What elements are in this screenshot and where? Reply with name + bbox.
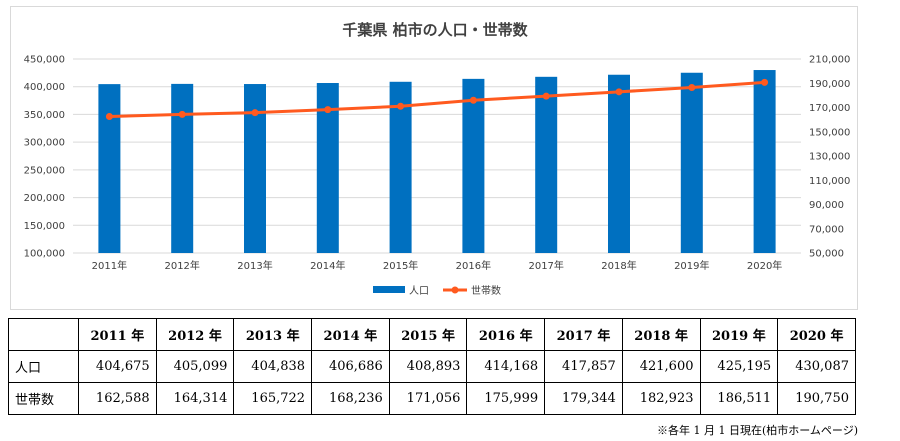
legend: 人口 世帯数 [373, 284, 501, 297]
footnote: ※各年 1 月 1 日現在(柏市ホームページ) [656, 424, 858, 437]
x-axis-ticks: 2011年 2012年 2013年 2014年 2015年 2016年 2017年 2018年… [92, 259, 783, 272]
x-tick-label: 2012年 [164, 259, 199, 272]
households-point [761, 78, 769, 86]
table-cell: 162,588 [78, 382, 157, 415]
left-tick-label: 200,000 [24, 193, 65, 204]
left-tick-label: 350,000 [24, 110, 65, 121]
table-cell: 430,087 [777, 350, 856, 383]
table-header-cell: 2014 年 [311, 318, 390, 351]
bar-population [753, 70, 776, 253]
x-tick-label: 2019年 [674, 259, 709, 272]
bars-population [98, 70, 776, 253]
legend-swatch-population [373, 286, 405, 293]
bar-population [535, 76, 558, 253]
right-tick-label: 70,000 [809, 224, 844, 235]
bar-population [98, 84, 121, 253]
table-header-cell: 2012 年 [155, 318, 235, 351]
table-header-cell: 2013 年 [233, 318, 313, 351]
table-header-cell: 2015 年 [388, 318, 468, 351]
households-point [688, 83, 696, 91]
table-header-cell: 2017 年 [544, 318, 623, 351]
households-point [397, 102, 405, 110]
left-tick-label: 400,000 [24, 82, 65, 93]
table-header-cell: 2019 年 [699, 318, 779, 351]
table-cell: 408,893 [388, 350, 468, 383]
table-cell: 171,056 [388, 382, 468, 415]
right-tick-label: 110,000 [809, 176, 850, 187]
table-cell: 190,750 [777, 382, 856, 415]
x-tick-label: 2015年 [383, 259, 418, 272]
x-tick-label: 2011年 [92, 259, 127, 272]
table-cell: 165,722 [233, 382, 313, 415]
left-tick-label: 100,000 [24, 249, 65, 260]
bar-population [680, 72, 703, 253]
households-line [109, 80, 765, 118]
x-tick-label: 2016年 [456, 259, 491, 272]
right-tick-label: 150,000 [809, 127, 850, 138]
legend-swatch-households-marker [451, 286, 459, 294]
line-households [105, 78, 769, 120]
bar-population [316, 83, 339, 253]
table-cell: 421,600 [621, 350, 701, 383]
table-cell: 179,344 [544, 382, 623, 415]
table-cell: 406,686 [311, 350, 390, 383]
households-point [178, 110, 186, 118]
households-point [105, 112, 113, 120]
right-tick-label: 50,000 [809, 249, 844, 260]
table-cell: 164,314 [155, 382, 235, 415]
legend-label-population: 人口 [409, 285, 429, 297]
table-cell: 414,168 [466, 350, 546, 383]
households-point [469, 96, 477, 104]
bar-population [462, 78, 485, 253]
right-tick-label: 170,000 [809, 103, 850, 114]
households-point [251, 109, 259, 117]
chart-frame: 千葉県 柏市の人口・世帯数 100,000 150,000 200,000 250,0… [10, 6, 858, 310]
row-label-population: 人口 [8, 350, 79, 383]
right-tick-label: 90,000 [809, 200, 844, 211]
left-tick-label: 450,000 [24, 55, 65, 66]
table-row-households: 世帯数 162,588 164,314 165,722 168,236 171,… [8, 382, 856, 415]
bar-population [171, 83, 194, 253]
right-tick-label: 130,000 [809, 152, 850, 163]
households-point [615, 88, 623, 96]
left-tick-label: 150,000 [24, 221, 65, 232]
table-row-population: 人口 404,675 405,099 404,838 406,686 408,8… [8, 350, 856, 383]
table-cell: 417,857 [544, 350, 623, 383]
x-tick-label: 2020年 [747, 259, 782, 272]
bar-population [608, 74, 630, 253]
table-header-cell: 2020 年 [777, 318, 856, 351]
right-tick-label: 210,000 [809, 55, 850, 66]
table-cell: 175,999 [466, 382, 546, 415]
chart-title: 千葉県 柏市の人口・世帯数 [342, 21, 528, 39]
data-table: 2011 年 2012 年 2013 年 2014 年 2015 年 2016 … [8, 318, 856, 415]
bar-population [389, 81, 412, 253]
table-header-cell: 2018 年 [621, 318, 701, 351]
table-cell: 405,099 [155, 350, 235, 383]
table-cell: 182,923 [621, 382, 701, 415]
table-cell: 168,236 [311, 382, 390, 415]
left-tick-label: 300,000 [24, 138, 65, 149]
legend-label-households: 世帯数 [471, 284, 501, 297]
table-header-cell: 2011 年 [78, 318, 157, 351]
left-tick-label: 250,000 [24, 165, 65, 176]
row-label-households: 世帯数 [8, 382, 79, 415]
x-tick-label: 2014年 [310, 259, 345, 272]
table-header-cell: 2016 年 [466, 318, 546, 351]
right-axis-ticks: 50,000 70,000 90,000 110,000 130,000 150,000 1… [809, 55, 850, 260]
households-point [542, 92, 550, 100]
x-tick-label: 2013年 [237, 259, 272, 272]
table-cell: 186,511 [699, 382, 779, 415]
bar-population [244, 84, 266, 253]
table-cell: 404,675 [78, 350, 157, 383]
table-cell: 425,195 [699, 350, 779, 383]
right-tick-label: 190,000 [809, 79, 850, 90]
table-header-row: 2011 年 2012 年 2013 年 2014 年 2015 年 2016 … [8, 318, 856, 351]
x-tick-label: 2017年 [528, 259, 563, 272]
table-header-cell [8, 318, 79, 351]
x-tick-label: 2018年 [601, 259, 636, 272]
combo-chart: 千葉県 柏市の人口・世帯数 100,000 150,000 200,000 250,0… [24, 21, 851, 297]
households-point [324, 106, 332, 114]
table-cell: 404,838 [233, 350, 313, 383]
left-axis-ticks: 100,000 150,000 200,000 250,000 300,000 350,0… [24, 55, 65, 260]
